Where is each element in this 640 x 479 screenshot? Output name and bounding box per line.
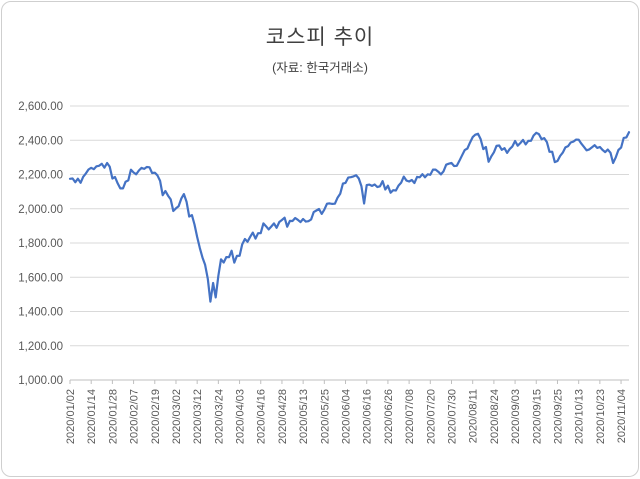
x-axis-tick-label: 2020/04/28 <box>277 389 289 444</box>
x-axis-tick-label: 2020/11/04 <box>616 389 628 443</box>
kospi-line-chart: 1,000.00 1,200.00 1,400.00 1,600.00 1,800.00… <box>18 101 631 444</box>
x-axis-tick-label: 2020/09/15 <box>531 389 543 444</box>
x-axis-tick-label: 2020/01/02 <box>65 389 77 444</box>
x-axis-tick-label: 2020/03/12 <box>192 389 204 444</box>
x-axis-tick-label: 2020/07/20 <box>425 389 437 444</box>
x-axis-tick-label: 2020/02/19 <box>150 389 162 444</box>
x-axis-tick-label: 2020/09/03 <box>510 389 522 444</box>
x-axis-tick-label: 2020/01/28 <box>107 389 119 444</box>
y-axis-tick-label: 1,000.00 <box>18 375 63 387</box>
chart-subtitle: (자료: 한국거래소) <box>272 61 368 75</box>
x-axis-tick-label: 2020/08/24 <box>489 389 501 444</box>
x-axis-tick-label: 2020/03/02 <box>171 389 183 444</box>
x-axis-tick-label: 2020/04/03 <box>235 389 247 444</box>
x-axis-tick-label: 2020/05/13 <box>298 389 310 444</box>
x-axis-tick-label: 2020/03/24 <box>213 389 225 444</box>
x-axis-tick-label: 2020/10/23 <box>595 389 607 444</box>
x-axis-tick-label: 2020/09/25 <box>552 389 564 444</box>
y-axis-tick-label: 2,000.00 <box>18 204 63 216</box>
y-axis-tick-label: 2,200.00 <box>18 170 63 182</box>
chart-title: 코스피 추이 <box>265 26 375 49</box>
y-axis-tick-label: 2,600.00 <box>18 101 63 113</box>
x-axis-tick-label: 2020/08/11 <box>468 389 480 443</box>
kospi-series-line <box>68 131 631 303</box>
x-axis-tick-label: 2020/06/04 <box>341 389 353 444</box>
x-axis-tick-label: 2020/07/30 <box>446 389 458 444</box>
x-axis-tick-label: 2020/04/16 <box>256 389 268 444</box>
x-axis-tick-label: 2020/06/16 <box>362 389 374 444</box>
y-axis-tick-label: 1,400.00 <box>18 307 63 319</box>
y-axis-tick-label: 1,200.00 <box>18 341 63 353</box>
x-axis-tick-label: 2020/02/07 <box>129 389 141 444</box>
y-axis-tick-label: 1,800.00 <box>18 238 63 250</box>
x-axis-tick-label: 2020/01/14 <box>86 389 98 444</box>
x-axis-tick-label: 2020/07/08 <box>404 389 416 444</box>
x-axis-tick-label: 2020/10/13 <box>574 389 586 444</box>
y-axis-tick-label: 2,400.00 <box>18 135 63 147</box>
y-axis-tick-label: 1,600.00 <box>18 272 63 284</box>
x-axis-tick-label: 2020/06/26 <box>383 389 395 444</box>
x-axis-tick-label: 2020/05/25 <box>319 389 331 444</box>
